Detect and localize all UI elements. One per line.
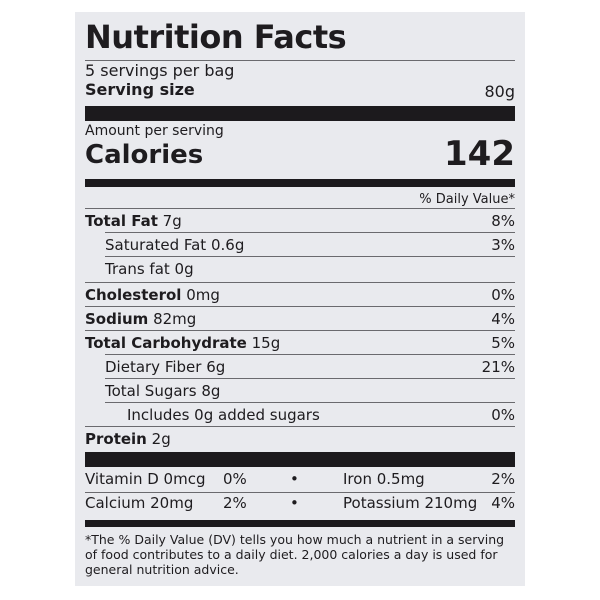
thick-divider <box>85 452 515 467</box>
nutrient-name: Dietary Fiber <box>105 358 202 376</box>
nutrient-amount: 6g <box>206 358 226 376</box>
medium-divider <box>85 520 515 527</box>
micronutrient-name: Iron 0.5mg <box>343 470 425 488</box>
nutrient-amount: 8g <box>201 382 221 400</box>
nutrient-name: Trans fat <box>105 260 170 278</box>
micronutrient-daily-value: 4% <box>491 494 515 512</box>
micronutrient-daily-value: 2% <box>223 494 247 512</box>
nutrient-daily-value: 4% <box>491 310 515 328</box>
micronutrient-name: Vitamin D 0mcg <box>85 470 206 488</box>
nutrient-amount: 82mg <box>153 310 197 328</box>
amount-per-serving: Amount per serving <box>85 123 224 139</box>
serving-size-value: 80g <box>484 82 515 101</box>
nutrient-daily-value: 3% <box>491 236 515 254</box>
calories-value: 142 <box>444 134 515 174</box>
nutrient-row: Total Carbohydrate 15g <box>85 334 280 352</box>
bullet-separator: • <box>290 494 299 512</box>
thick-divider <box>85 106 515 121</box>
nutrient-row: Protein 2g <box>85 430 171 448</box>
nutrient-daily-value: 0% <box>491 286 515 304</box>
nutrient-row: Total Fat 7g <box>85 212 182 230</box>
label-title: Nutrition Facts <box>85 18 347 56</box>
nutrient-row: Dietary Fiber 6g <box>105 358 225 376</box>
nutrient-name: Sodium <box>85 310 149 328</box>
micronutrient-daily-value: 2% <box>491 470 515 488</box>
nutrient-amount: 2g <box>151 430 171 448</box>
daily-value-header: % Daily Value* <box>419 192 515 207</box>
nutrient-name: Total Sugars <box>105 382 197 400</box>
nutrient-amount: 15g <box>251 334 281 352</box>
nutrient-name: Total Carbohydrate <box>85 334 247 352</box>
micronutrient-name: Calcium 20mg <box>85 494 194 512</box>
nutrient-amount: 0mg <box>186 286 220 304</box>
nutrient-amount: 0g <box>174 260 194 278</box>
nutrient-row: Total Sugars 8g <box>105 382 220 400</box>
servings-per-container: 5 servings per bag <box>85 61 235 80</box>
micronutrient-name: Potassium 210mg <box>343 494 478 512</box>
nutrient-amount: 0.6g <box>210 236 245 254</box>
nutrient-row: Includes 0g added sugars <box>127 406 320 424</box>
nutrient-row: Trans fat 0g <box>105 260 194 278</box>
serving-size-label: Serving size <box>85 80 195 99</box>
nutrient-row: Cholesterol 0mg <box>85 286 220 304</box>
nutrient-daily-value: 5% <box>491 334 515 352</box>
medium-divider <box>85 179 515 187</box>
calories-label: Calories <box>85 140 204 170</box>
nutrient-row: Sodium 82mg <box>85 310 196 328</box>
nutrient-name: Protein <box>85 430 147 448</box>
nutrient-name: Total Fat <box>85 212 158 230</box>
footnote: *The % Daily Value (DV) tells you how mu… <box>85 532 505 577</box>
nutrient-row: Saturated Fat 0.6g <box>105 236 244 254</box>
nutrient-name: Cholesterol <box>85 286 182 304</box>
nutrient-daily-value: 8% <box>491 212 515 230</box>
nutrient-daily-value: 0% <box>491 406 515 424</box>
bullet-separator: • <box>290 470 299 488</box>
nutrient-name: Saturated Fat <box>105 236 207 254</box>
nutrition-facts-label: Nutrition Facts 5 servings per bag Servi… <box>75 12 525 586</box>
nutrient-amount: 7g <box>162 212 182 230</box>
nutrient-name: Includes 0g added sugars <box>127 406 320 424</box>
micronutrient-daily-value: 0% <box>223 470 247 488</box>
nutrient-daily-value: 21% <box>481 358 515 376</box>
